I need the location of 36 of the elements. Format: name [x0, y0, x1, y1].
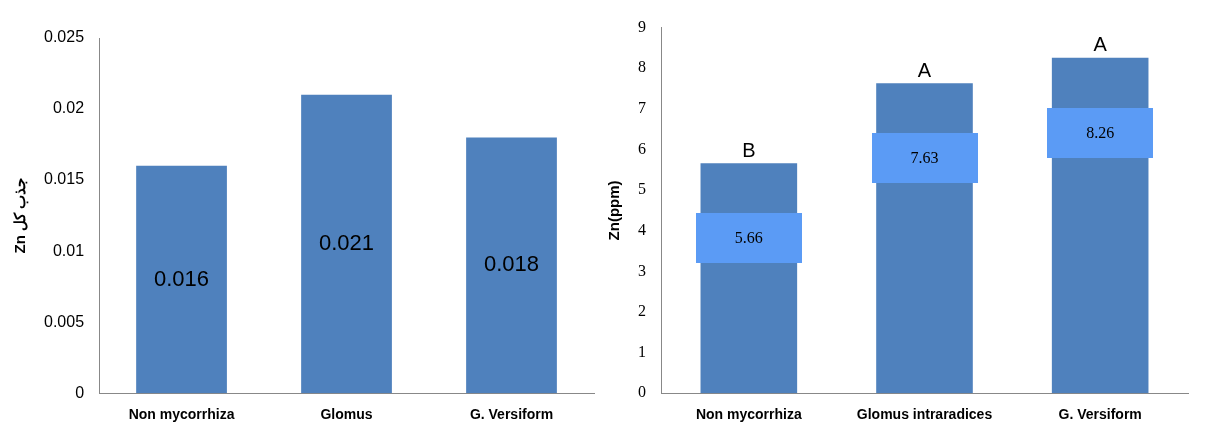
y-tick-label: 0 — [75, 383, 85, 401]
y-axis-title: Zn(ppm) — [605, 180, 623, 241]
annotation: A — [917, 58, 932, 81]
x-tick-label: Non mycorrhiza — [695, 406, 802, 423]
y-tick-label: 9 — [638, 17, 646, 35]
annotation: B — [742, 138, 756, 161]
y-tick-label: 0.025 — [43, 28, 85, 46]
bar — [301, 94, 392, 394]
y-tick-label: 0 — [638, 383, 646, 401]
y-tick-label: 0.01 — [52, 241, 85, 259]
label-box: 7.63 — [871, 133, 978, 184]
y-tick-label: 5 — [638, 180, 646, 198]
x-tick-label: Glomus intraradices — [856, 406, 993, 423]
y-tick-label: 2 — [638, 302, 646, 320]
data-label: 0.018 — [483, 251, 540, 277]
x-tick-label: Glomus — [320, 406, 373, 423]
x-tick-label: G. Versiform — [1058, 406, 1142, 423]
y-tick-label: 0.005 — [43, 312, 85, 330]
y-tick-label: 0.015 — [43, 170, 85, 188]
y-tick-label: 3 — [638, 261, 646, 279]
data-label: 0.016 — [154, 265, 210, 291]
x-tick-label: G. Versiform — [469, 406, 554, 423]
y-tick-label: 6 — [638, 139, 646, 157]
x-tick-label: Non mycorrhiza — [128, 406, 235, 423]
label-box: 8.26 — [1047, 107, 1154, 158]
y-tick-label: 1 — [638, 342, 646, 360]
y-axis-title: Zn جذب کل — [11, 177, 30, 254]
y-tick-label: 7 — [638, 99, 646, 117]
annotation: A — [1093, 33, 1108, 56]
label-box: 5.66 — [695, 213, 802, 264]
y-tick-label: 8 — [638, 58, 646, 76]
y-tick-label: 0.02 — [52, 99, 85, 117]
bar — [466, 137, 557, 394]
y-tick-label: 4 — [638, 220, 646, 238]
data-label: 0.021 — [318, 230, 375, 256]
bar — [136, 165, 227, 394]
